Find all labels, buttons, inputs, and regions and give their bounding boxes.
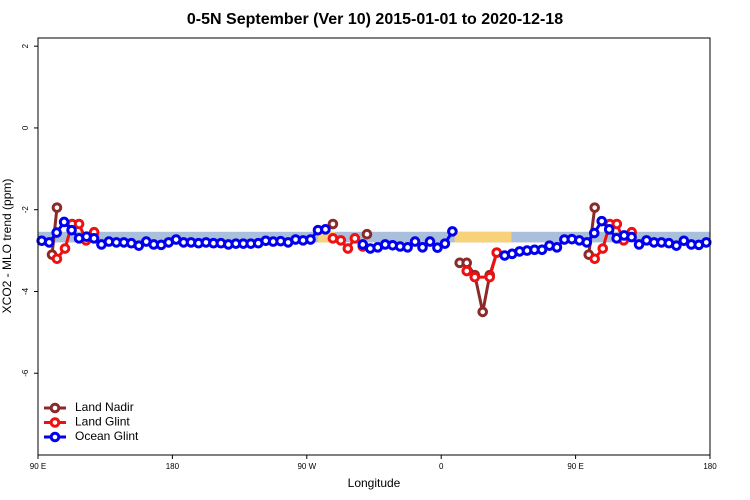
y-axis-label: XCO2 - MLO trend (ppm)	[0, 179, 14, 314]
plot-area	[36, 202, 712, 318]
point	[626, 231, 637, 243]
point	[43, 237, 55, 248]
band	[38, 231, 710, 243]
y-tick-label: -4	[21, 287, 30, 295]
plot-frame	[37, 37, 711, 456]
point	[469, 271, 481, 283]
y-tick-label: 0	[21, 125, 30, 130]
point	[461, 265, 473, 277]
x-axis-label: Longitude	[348, 476, 401, 490]
legend-label: Land Glint	[75, 415, 130, 429]
point	[633, 239, 645, 250]
point	[51, 253, 63, 265]
point	[424, 236, 436, 247]
point	[305, 234, 316, 245]
bands	[38, 231, 710, 243]
point	[73, 218, 85, 230]
point	[409, 236, 421, 247]
point	[361, 228, 373, 240]
x-tick-label: 90 E	[30, 462, 46, 471]
y-tick-label: -2	[21, 206, 30, 214]
point	[59, 243, 71, 254]
point	[536, 244, 548, 256]
chart-title: 0-5N September (Ver 10) 2015-01-01 to 20…	[187, 11, 563, 28]
legend-marker	[49, 417, 61, 428]
y-tick-label: 2	[21, 43, 30, 48]
point	[335, 235, 347, 246]
legend-marker	[49, 402, 61, 414]
point	[671, 240, 682, 251]
point	[597, 243, 609, 254]
point	[461, 257, 473, 269]
x-tick-label: 180	[166, 462, 180, 471]
point	[66, 224, 77, 236]
legend-label: Ocean Glint	[75, 429, 139, 443]
point	[589, 202, 601, 213]
point	[349, 233, 361, 244]
point	[603, 224, 615, 235]
band	[454, 231, 512, 243]
point	[611, 218, 623, 230]
x-tick-label: 180	[703, 462, 717, 471]
point	[51, 227, 62, 238]
point	[484, 271, 496, 283]
y-tick-label: -6	[21, 369, 30, 377]
point	[581, 237, 593, 248]
point	[88, 233, 100, 244]
point	[417, 242, 428, 253]
point	[133, 240, 145, 251]
x-tick-label: 90 W	[297, 462, 316, 471]
point	[700, 237, 712, 248]
point	[432, 242, 443, 254]
point	[477, 306, 489, 318]
legend-label: Land Nadir	[75, 400, 134, 414]
point	[551, 242, 563, 253]
x-tick-label: 90 E	[567, 462, 583, 471]
point	[357, 239, 369, 250]
point	[51, 202, 63, 213]
point	[447, 226, 458, 237]
point	[342, 243, 354, 254]
point	[320, 224, 331, 235]
point	[589, 253, 601, 265]
x-tick-label: 0	[439, 462, 444, 471]
point	[588, 227, 600, 239]
band	[318, 231, 336, 243]
point	[596, 215, 608, 227]
point	[58, 216, 70, 228]
point	[327, 218, 339, 230]
series-line	[50, 207, 597, 313]
legend-marker	[49, 431, 61, 443]
point	[439, 238, 451, 249]
point	[402, 242, 413, 253]
